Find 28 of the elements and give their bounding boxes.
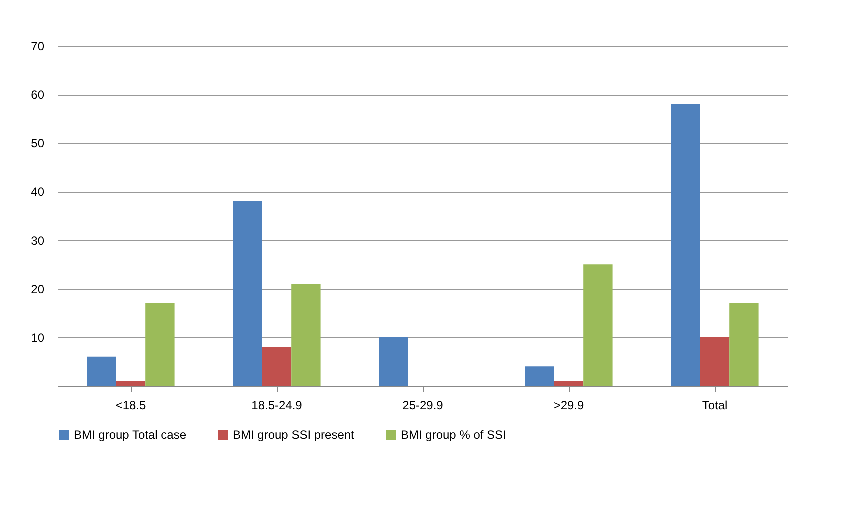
x-tick-label: Total [702, 398, 728, 412]
x-tick-label: >29.9 [554, 398, 584, 412]
legend-label: BMI group % of SSI [401, 428, 506, 442]
legend-label: BMI group SSI present [233, 428, 356, 442]
x-tick-label: 25-29.9 [402, 398, 444, 412]
bar [87, 356, 116, 386]
legend-label: BMI group Total case [74, 428, 187, 442]
bar [525, 366, 554, 386]
bar [116, 381, 146, 386]
y-tick-label: 30 [31, 234, 45, 248]
y-tick-label: 40 [31, 185, 45, 200]
y-tick-label: 70 [31, 40, 45, 54]
bar [233, 201, 262, 386]
bar [730, 303, 759, 386]
bar [700, 337, 730, 386]
bar [292, 284, 321, 386]
x-tick-label: <18.5 [116, 398, 146, 412]
bar [146, 303, 175, 386]
bar [584, 264, 613, 386]
bar [554, 381, 584, 386]
y-tick-label: 60 [31, 88, 45, 102]
bar [262, 347, 292, 386]
y-tick-label: 50 [31, 136, 45, 151]
x-tick-label: 18.5-24.9 [252, 398, 303, 412]
bar [379, 337, 408, 386]
bar [671, 104, 700, 386]
y-tick-label: 20 [31, 282, 45, 296]
y-tick-label: 10 [31, 330, 45, 345]
